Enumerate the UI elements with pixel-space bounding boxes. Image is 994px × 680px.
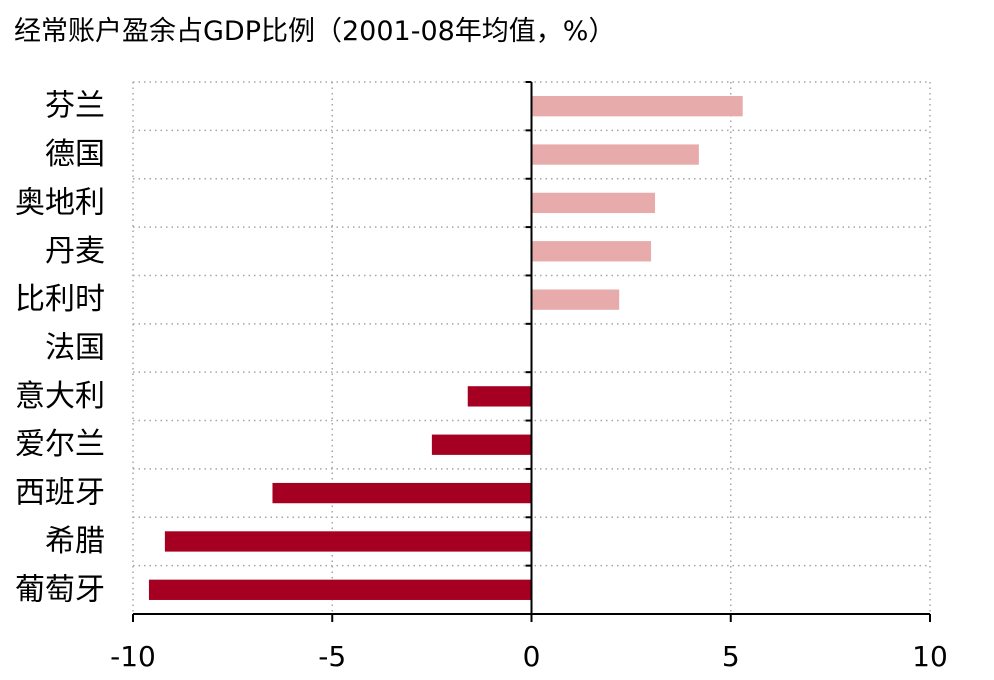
bar-西班牙 <box>272 482 532 504</box>
x-tick-label: 0 <box>523 640 541 673</box>
category-label: 芬兰 <box>45 89 105 124</box>
bar-丹麦 <box>531 241 652 262</box>
bar-德国 <box>531 144 699 165</box>
category-label: 希腊 <box>45 524 105 559</box>
bar-芬兰 <box>531 96 743 117</box>
x-tick-label: 5 <box>722 640 740 673</box>
category-label: 奥地利 <box>15 185 105 220</box>
bar-意大利 <box>467 386 532 407</box>
x-tick-labels: -10 -5 0 5 10 <box>110 640 948 673</box>
bar-奥地利 <box>531 192 656 214</box>
chart-title: 经常账户盈余占GDP比例（2001-08年均值，%） <box>14 16 616 47</box>
category-label: 比利时 <box>15 282 105 317</box>
gridlines <box>132 81 931 614</box>
bar-葡萄牙 <box>148 579 532 600</box>
x-tick-label: 10 <box>912 640 948 673</box>
category-label: 意大利 <box>15 379 105 414</box>
category-label: 西班牙 <box>15 476 105 511</box>
axes <box>132 81 931 622</box>
x-tick-label: -10 <box>110 640 156 673</box>
category-label: 爱尔兰 <box>15 427 105 462</box>
x-tick-label: -5 <box>318 640 346 673</box>
category-label: 丹麦 <box>45 234 105 269</box>
bar-爱尔兰 <box>431 434 532 455</box>
bar-希腊 <box>164 531 532 552</box>
category-label: 葡萄牙 <box>15 572 105 607</box>
category-label: 法国 <box>45 331 105 366</box>
bars <box>148 96 743 600</box>
category-label: 德国 <box>45 137 105 172</box>
bar-比利时 <box>531 289 620 310</box>
